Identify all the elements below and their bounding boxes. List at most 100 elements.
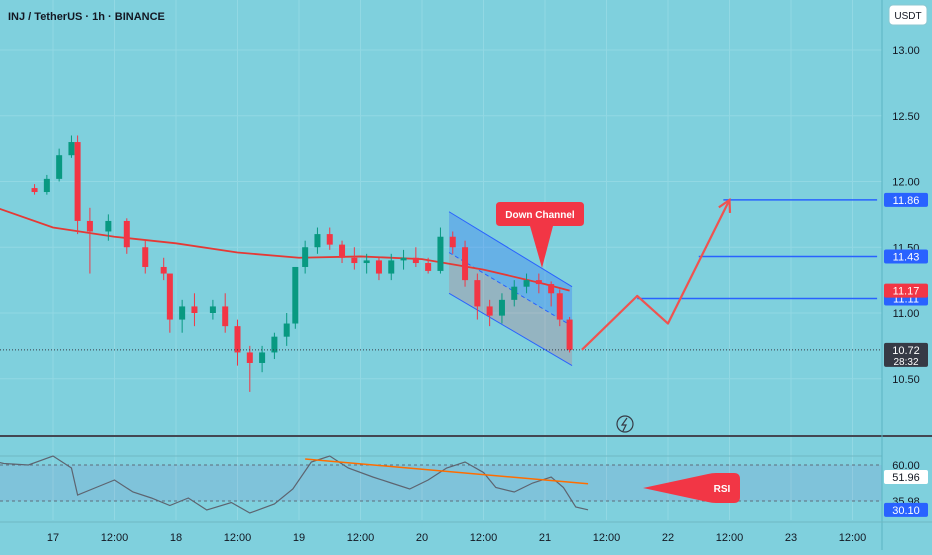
candle[interactable] (462, 247, 469, 281)
candle[interactable] (523, 280, 530, 287)
time-axis[interactable]: 17 12:00 18 12:00 19 12:00 20 12:00 21 12:00 22 12:… (0, 521, 932, 544)
candle[interactable] (351, 257, 358, 264)
rsi-label: RSI (714, 484, 731, 495)
price-axis[interactable]: 13.0012.5012.0011.5011.0010.5011.8611.43… (884, 45, 928, 517)
time-tick-label: 22 (662, 532, 674, 544)
grid (0, 0, 882, 520)
candle[interactable] (86, 220, 93, 232)
time-tick-label: 12:00 (101, 532, 129, 544)
candle[interactable] (142, 247, 149, 267)
candle[interactable] (566, 319, 573, 350)
time-tick-label: 20 (416, 532, 428, 544)
price-tick-label: 10.50 (892, 374, 920, 386)
down-channel-label: Down Channel (505, 210, 575, 221)
time-tick-label: 12:00 (347, 532, 375, 544)
rsi-callout: RSI (643, 473, 740, 503)
candle[interactable] (283, 323, 290, 337)
candle[interactable] (363, 260, 370, 264)
currency-badge[interactable]: USDT (888, 4, 928, 26)
projection-path[interactable] (581, 199, 731, 351)
candle[interactable] (314, 234, 321, 248)
candle[interactable] (246, 352, 253, 363)
candle[interactable] (556, 293, 563, 320)
candle[interactable] (222, 306, 229, 327)
currency-label: USDT (894, 11, 921, 22)
candle[interactable] (259, 352, 266, 363)
rsi-trendline[interactable] (305, 458, 589, 485)
price-level-label: 11.43 (893, 251, 920, 263)
price-tick-label: 12.00 (892, 177, 920, 189)
candle[interactable] (123, 220, 130, 248)
price-tick-label: 11.00 (893, 308, 920, 320)
time-tick-label: 17 (47, 532, 59, 544)
candle[interactable] (474, 280, 481, 307)
time-tick-label: 18 (170, 532, 182, 544)
rsi-level-badge[interactable] (884, 502, 928, 517)
price-level-label: 10.72 (892, 345, 920, 357)
candle[interactable] (179, 306, 186, 320)
candle[interactable] (43, 178, 50, 193)
rsi-tick-label: 60.00 (892, 460, 920, 472)
time-tick-label: 12:00 (224, 532, 252, 544)
candle[interactable] (209, 306, 216, 313)
candle[interactable] (425, 263, 432, 271)
chart-header: INJ / TetherUS · 1h · BINANCE (8, 11, 165, 23)
candle[interactable] (339, 244, 346, 258)
candle[interactable] (166, 273, 173, 320)
candle[interactable] (498, 299, 505, 316)
channel-upper-line[interactable] (448, 211, 573, 288)
rsi-level-label: 51.96 (892, 472, 920, 484)
candle[interactable] (412, 257, 419, 264)
candle[interactable] (449, 236, 456, 248)
candle[interactable] (56, 155, 63, 179)
candle[interactable] (535, 280, 542, 285)
candle[interactable] (437, 236, 444, 271)
price-tick-label: 13.00 (892, 45, 920, 57)
time-tick-label: 21 (539, 532, 551, 544)
time-tick-label: 19 (293, 532, 305, 544)
candle[interactable] (68, 142, 75, 156)
price-tick-label: 12.50 (892, 111, 920, 123)
price-pane[interactable] (0, 135, 882, 392)
candle[interactable] (292, 266, 299, 324)
candle[interactable] (160, 266, 167, 274)
channel-upper-fill (449, 211, 573, 327)
candle[interactable] (191, 306, 198, 313)
projection-arrowhead (718, 197, 732, 213)
time-tick-label: 12:00 (839, 532, 867, 544)
bar-countdown: 28:32 (893, 357, 918, 368)
rsi-level-label: 30.10 (892, 505, 920, 517)
candle[interactable] (511, 286, 518, 300)
price-level-badge[interactable] (884, 249, 928, 264)
price-level-badge[interactable] (884, 192, 928, 207)
candle[interactable] (400, 257, 407, 261)
price-level-badge[interactable] (884, 283, 928, 298)
rsi-line[interactable] (0, 455, 589, 514)
candle[interactable] (486, 306, 493, 316)
channel-lower-line[interactable] (448, 292, 573, 367)
time-tick-label: 12:00 (593, 532, 621, 544)
time-tick-label: 12:00 (470, 532, 498, 544)
candle[interactable] (271, 336, 278, 353)
candle[interactable] (375, 260, 382, 274)
candle[interactable] (302, 247, 309, 267)
replay-icon[interactable] (616, 415, 634, 433)
down-channel-callout: Down Channel (496, 202, 584, 268)
price-level-label: 11.86 (893, 195, 920, 207)
candle[interactable] (234, 326, 241, 353)
candle[interactable] (74, 142, 81, 221)
rsi-level-badge[interactable] (884, 470, 928, 485)
candle[interactable] (326, 234, 333, 245)
symbol-title: INJ / TetherUS · 1h · BINANCE (8, 11, 165, 23)
candle[interactable] (105, 220, 112, 232)
price-level-badge[interactable] (884, 342, 928, 367)
candle[interactable] (548, 284, 555, 294)
time-tick-label: 12:00 (716, 532, 744, 544)
price-level-label: 11.17 (893, 286, 920, 298)
time-tick-label: 23 (785, 532, 797, 544)
candle[interactable] (388, 260, 395, 274)
moving-average-line[interactable] (0, 204, 570, 292)
candle[interactable] (31, 188, 38, 193)
